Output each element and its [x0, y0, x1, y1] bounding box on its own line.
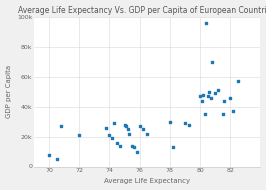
Point: [130, 144, 134, 147]
Point: [118, 144, 122, 147]
Point: [145, 132, 149, 135]
X-axis label: Average Life Expectancy: Average Life Expectancy: [104, 178, 190, 184]
Point: [209, 96, 213, 99]
Point: [125, 127, 130, 131]
Point: [213, 92, 217, 95]
Point: [115, 141, 119, 144]
Y-axis label: GDP per Capita: GDP per Capita: [6, 65, 11, 118]
Point: [168, 120, 172, 123]
Point: [134, 150, 139, 153]
Point: [210, 60, 214, 63]
Point: [131, 146, 136, 149]
Point: [228, 96, 232, 99]
Point: [183, 122, 187, 125]
Point: [112, 122, 116, 125]
Point: [236, 80, 240, 83]
Point: [201, 93, 205, 96]
Point: [124, 124, 128, 127]
Point: [216, 89, 220, 92]
Point: [202, 112, 207, 116]
Point: [47, 153, 51, 156]
Point: [107, 134, 111, 137]
Point: [55, 158, 59, 161]
Title: Average Life Expectancy Vs. GDP per Capita of European Countries: Average Life Expectancy Vs. GDP per Capi…: [18, 6, 266, 15]
Point: [171, 146, 175, 149]
Point: [221, 112, 225, 116]
Point: [200, 99, 204, 102]
Point: [140, 127, 145, 131]
Point: [122, 123, 127, 126]
Point: [104, 126, 109, 129]
Point: [110, 137, 115, 140]
Point: [77, 134, 81, 137]
Point: [231, 110, 235, 113]
Point: [59, 124, 63, 127]
Point: [127, 132, 131, 135]
Point: [138, 124, 142, 127]
Point: [205, 95, 210, 98]
Point: [207, 90, 211, 93]
Point: [204, 21, 208, 24]
Point: [198, 95, 202, 98]
Point: [222, 99, 226, 102]
Point: [187, 123, 192, 126]
